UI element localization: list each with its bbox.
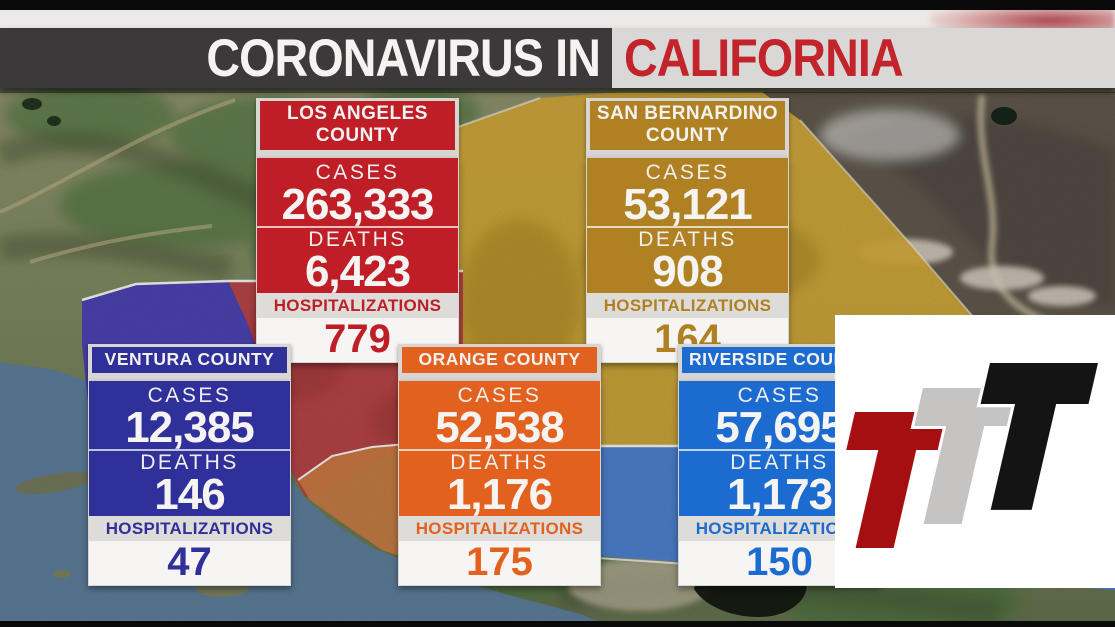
card-header-plate: LOS ANGELES COUNTY [256, 98, 459, 158]
divider [399, 449, 600, 451]
cases-label: CASES [315, 161, 400, 184]
cases-value: 53,121 [623, 180, 753, 229]
card-header-plate: SAN BERNARDINO COUNTY [586, 98, 789, 158]
county-name: ORANGE COUNTY [402, 347, 597, 373]
deaths-value: 1,173 [726, 470, 833, 519]
county-card-orange: ORANGE COUNTY CASES 52,538 DEATHS 1,176 … [398, 344, 601, 586]
deaths-value: 146 [154, 470, 225, 519]
deaths-label: DEATHS [730, 451, 829, 474]
divider [679, 449, 880, 451]
card-body: CASES 263,333 DEATHS 6,423 HOSPITALIZATI… [256, 158, 459, 363]
hospitalizations-label: HOSPITALIZATIONS [399, 516, 600, 541]
county-name: SAN BERNARDINO COUNTY [590, 101, 785, 150]
logo-t-black [976, 359, 1102, 514]
county-card-ventura: VENTURA COUNTY CASES 12,385 DEATHS 146 H… [88, 344, 291, 586]
deaths-label: DEATHS [450, 451, 549, 474]
cases-value: 52,538 [435, 403, 565, 452]
county-card-san-bernardino: SAN BERNARDINO COUNTY CASES 53,121 DEATH… [586, 98, 789, 363]
title-banner: CORONAVIRUS IN CALIFORNIA [0, 28, 1115, 88]
card-body: CASES 53,121 DEATHS 908 HOSPITALIZATIONS… [586, 158, 789, 363]
studio-strip-red-blur [930, 10, 1115, 28]
card-header-plate: ORANGE COUNTY [398, 344, 601, 381]
deaths-value: 6,423 [304, 247, 411, 296]
deaths-value: 1,176 [446, 470, 553, 519]
cases-value: 263,333 [281, 180, 434, 229]
title-banner-light-segment: CALIFORNIA [612, 28, 1115, 88]
title-banner-dark-segment: CORONAVIRUS IN [0, 28, 612, 88]
cases-value: 57,695 [715, 403, 845, 452]
top-letterbox-bar [0, 0, 1115, 10]
divider [89, 449, 290, 451]
cases-label: CASES [645, 161, 730, 184]
cases-value: 12,385 [125, 403, 255, 452]
card-body: CASES 12,385 DEATHS 146 HOSPITALIZATIONS… [88, 381, 291, 586]
hospitalizations-label: HOSPITALIZATIONS [587, 293, 788, 318]
hospitalizations-value: 47 [89, 541, 290, 585]
county-card-los-angeles: LOS ANGELES COUNTY CASES 263,333 DEATHS … [256, 98, 459, 363]
studio-strip [0, 10, 1115, 28]
divider [587, 226, 788, 228]
station-logo [835, 315, 1115, 588]
hospitalizations-value: 175 [399, 541, 600, 585]
title-prefix: CORONAVIRUS IN [206, 28, 601, 88]
card-body: CASES 52,538 DEATHS 1,176 HOSPITALIZATIO… [398, 381, 601, 586]
deaths-label: DEATHS [308, 228, 407, 251]
card-header-plate: VENTURA COUNTY [88, 344, 291, 381]
deaths-label: DEATHS [638, 228, 737, 251]
county-name: VENTURA COUNTY [92, 347, 287, 373]
hospitalizations-label: HOSPITALIZATIONS [89, 516, 290, 541]
bottom-letterbox-bar [0, 621, 1115, 627]
title-highlight: CALIFORNIA [624, 28, 904, 88]
cases-label: CASES [737, 384, 822, 407]
deaths-label: DEATHS [140, 451, 239, 474]
cases-label: CASES [457, 384, 542, 407]
cases-label: CASES [147, 384, 232, 407]
divider [257, 226, 458, 228]
county-name: LOS ANGELES COUNTY [260, 101, 455, 150]
hospitalizations-label: HOSPITALIZATIONS [257, 293, 458, 318]
triple-t-logo-graphic [842, 359, 1102, 551]
deaths-value: 908 [652, 247, 723, 296]
